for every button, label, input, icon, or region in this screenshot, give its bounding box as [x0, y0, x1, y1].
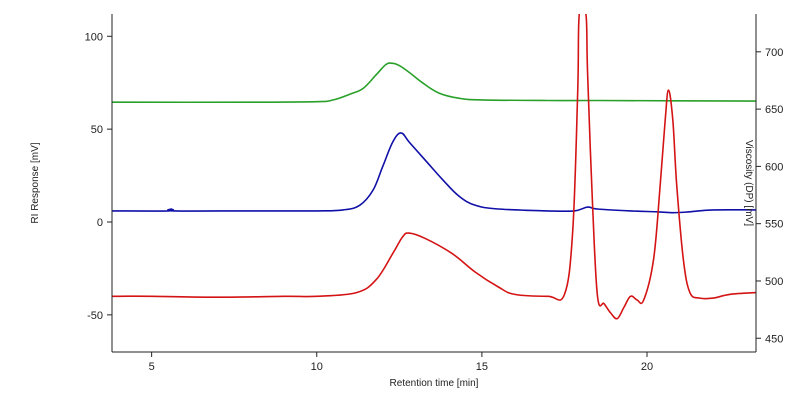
- x-tick-label: 10: [311, 361, 323, 373]
- y2-tick-label: 500: [765, 276, 783, 288]
- axes: [111, 14, 757, 353]
- series-line-2: [112, 132, 756, 214]
- y-axis-title: RI Response [mV]: [30, 142, 41, 223]
- x-axis-title: Retention time [min]: [390, 378, 479, 389]
- y2-tick-label: 450: [765, 333, 783, 345]
- ticks: 5 10 15 20 -50 0 50 100 450 500 550 600 650 700: [85, 31, 784, 373]
- y-tick-label: 50: [91, 124, 103, 136]
- plot-area: [112, 14, 756, 320]
- y-tick-label: -50: [87, 310, 103, 322]
- y-tick-label: 100: [85, 31, 103, 43]
- x-tick-label: 20: [641, 361, 653, 373]
- y2-tick-label: 650: [765, 104, 783, 116]
- y2-tick-label: 600: [765, 161, 783, 173]
- x-tick-label: 15: [476, 361, 488, 373]
- y2-tick-label: 550: [765, 219, 783, 231]
- series-line-1: [112, 62, 756, 104]
- y2-tick-label: 700: [765, 47, 783, 59]
- y-tick-label: 0: [97, 217, 103, 229]
- y2-axis-title: Viscosity (DP) [mV]: [743, 140, 754, 226]
- x-tick-label: 5: [149, 361, 155, 373]
- series-line-3: [112, 14, 756, 320]
